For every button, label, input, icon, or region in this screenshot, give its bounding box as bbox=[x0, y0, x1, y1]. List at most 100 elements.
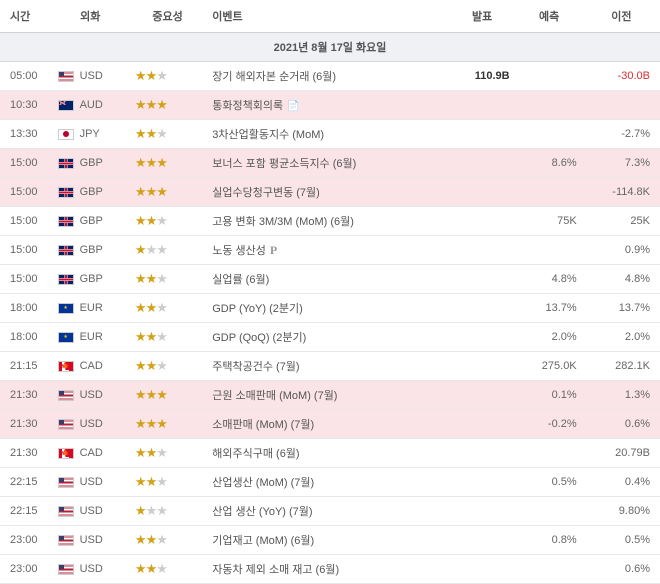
star-icon: ★ bbox=[156, 68, 167, 83]
table-row[interactable]: 22:15USD★★★산업 생산 (YoY) (7월)9.80% bbox=[0, 497, 660, 526]
star-icon: ★ bbox=[146, 329, 157, 344]
usd-flag-icon bbox=[58, 477, 74, 488]
cell-event[interactable]: GDP (YoY) (2분기) bbox=[206, 294, 448, 323]
table-row[interactable]: 23:00USD★★★기업재고 (MoM) (6월)0.8%0.5% bbox=[0, 526, 660, 555]
cell-importance: ★★★ bbox=[129, 207, 206, 236]
star-icon: ★ bbox=[146, 68, 157, 83]
cell-forecast bbox=[516, 91, 583, 120]
cell-actual bbox=[449, 526, 516, 555]
cell-forecast: 13.7% bbox=[516, 294, 583, 323]
cell-event[interactable]: 실업률 (6월) bbox=[206, 265, 448, 294]
cell-event[interactable]: 자동차 제외 소매 재고 (6월) bbox=[206, 555, 448, 584]
cell-time: 15:00 bbox=[0, 265, 52, 294]
event-label: 주택착공건수 (7월) bbox=[212, 361, 299, 373]
cell-previous: 0.5% bbox=[583, 526, 660, 555]
star-icon: ★ bbox=[135, 387, 146, 402]
cell-actual: 110.9B bbox=[449, 62, 516, 91]
cell-event[interactable]: GDP (QoQ) (2분기) bbox=[206, 323, 448, 352]
cell-previous: 0.6% bbox=[583, 555, 660, 584]
table-row[interactable]: 15:00GBP★★★고용 변화 3M/3M (MoM) (6월)75K25K bbox=[0, 207, 660, 236]
header-event[interactable]: 이벤트 bbox=[206, 0, 448, 33]
cell-time: 22:15 bbox=[0, 497, 52, 526]
cell-time: 15:00 bbox=[0, 207, 52, 236]
cell-importance: ★★★ bbox=[129, 352, 206, 381]
table-row[interactable]: 18:00EUR★★★GDP (YoY) (2분기)13.7%13.7% bbox=[0, 294, 660, 323]
cell-actual bbox=[449, 236, 516, 265]
cell-event[interactable]: 보너스 포함 평균소득지수 (6월) bbox=[206, 149, 448, 178]
table-row[interactable]: 13:30JPY★★★3차산업활동지수 (MoM)-2.7% bbox=[0, 120, 660, 149]
currency-code: EUR bbox=[80, 331, 103, 343]
table-row[interactable]: 15:00GBP★★★보너스 포함 평균소득지수 (6월)8.6%7.3% bbox=[0, 149, 660, 178]
cell-forecast: 75K bbox=[516, 207, 583, 236]
cell-event[interactable]: 산업생산 (MoM) (7월) bbox=[206, 468, 448, 497]
usd-flag-icon bbox=[58, 71, 74, 82]
cell-event[interactable]: 주택착공건수 (7월) bbox=[206, 352, 448, 381]
cell-importance: ★★★ bbox=[129, 236, 206, 265]
cell-currency: EUR bbox=[52, 323, 129, 352]
cell-currency: GBP bbox=[52, 265, 129, 294]
cell-event[interactable]: 근원 소매판매 (MoM) (7월) bbox=[206, 381, 448, 410]
table-row[interactable]: 21:30USD★★★소매판매 (MoM) (7월)-0.2%0.6% bbox=[0, 410, 660, 439]
event-label: 소매판매 (MoM) (7월) bbox=[212, 419, 314, 431]
cell-importance: ★★★ bbox=[129, 91, 206, 120]
table-row[interactable]: 15:00GBP★★★실업률 (6월)4.8%4.8% bbox=[0, 265, 660, 294]
cell-previous: 282.1K bbox=[583, 352, 660, 381]
table-row[interactable]: 21:30USD★★★근원 소매판매 (MoM) (7월)0.1%1.3% bbox=[0, 381, 660, 410]
event-label: 노동 생산성 bbox=[212, 245, 266, 257]
header-forecast[interactable]: 예측 bbox=[516, 0, 583, 33]
table-row[interactable]: 21:30CAD★★★해외주식구매 (6월)20.79B bbox=[0, 439, 660, 468]
header-time[interactable]: 시간 bbox=[0, 0, 52, 33]
cell-forecast: -0.2% bbox=[516, 410, 583, 439]
cell-time: 23:00 bbox=[0, 555, 52, 584]
star-icon: ★ bbox=[146, 561, 157, 576]
table-row[interactable]: 15:00GBP★★★노동 생산성P0.9% bbox=[0, 236, 660, 265]
header-importance[interactable]: 중요성 bbox=[129, 0, 206, 33]
table-row[interactable]: 23:00USD★★★자동차 제외 소매 재고 (6월)0.6% bbox=[0, 555, 660, 584]
cell-event[interactable]: 해외주식구매 (6월) bbox=[206, 439, 448, 468]
cell-forecast bbox=[516, 497, 583, 526]
cell-currency: GBP bbox=[52, 178, 129, 207]
cell-event[interactable]: 노동 생산성P bbox=[206, 236, 448, 265]
event-label: GDP (QoQ) (2분기) bbox=[212, 332, 306, 344]
star-icon: ★ bbox=[156, 184, 167, 199]
cell-actual bbox=[449, 294, 516, 323]
cell-event[interactable]: 실업수당청구변동 (7월) bbox=[206, 178, 448, 207]
table-row[interactable]: 15:00GBP★★★실업수당청구변동 (7월)-114.8K bbox=[0, 178, 660, 207]
cell-time: 21:30 bbox=[0, 439, 52, 468]
currency-code: GBP bbox=[80, 186, 103, 198]
eur-flag-icon bbox=[58, 303, 74, 314]
cell-event[interactable]: 산업 생산 (YoY) (7월) bbox=[206, 497, 448, 526]
cell-importance: ★★★ bbox=[129, 149, 206, 178]
event-label: 산업생산 (MoM) (7월) bbox=[212, 477, 314, 489]
cell-importance: ★★★ bbox=[129, 497, 206, 526]
usd-flag-icon bbox=[58, 535, 74, 546]
date-row: 2021년 8월 17일 화요일 bbox=[0, 33, 660, 62]
usd-flag-icon bbox=[58, 419, 74, 430]
table-row[interactable]: 22:15USD★★★산업생산 (MoM) (7월)0.5%0.4% bbox=[0, 468, 660, 497]
cell-currency: JPY bbox=[52, 120, 129, 149]
cad-flag-icon bbox=[58, 361, 74, 372]
table-row[interactable]: 21:15CAD★★★주택착공건수 (7월)275.0K282.1K bbox=[0, 352, 660, 381]
header-actual[interactable]: 발표 bbox=[449, 0, 516, 33]
document-icon: 📄 bbox=[287, 101, 299, 112]
cell-currency: USD bbox=[52, 62, 129, 91]
cell-event[interactable]: 3차산업활동지수 (MoM) bbox=[206, 120, 448, 149]
cell-event[interactable]: 고용 변화 3M/3M (MoM) (6월) bbox=[206, 207, 448, 236]
usd-flag-icon bbox=[58, 506, 74, 517]
table-row[interactable]: 05:00USD★★★장기 해외자본 순거래 (6월)110.9B-30.0B bbox=[0, 62, 660, 91]
cell-event[interactable]: 기업재고 (MoM) (6월) bbox=[206, 526, 448, 555]
cell-event[interactable]: 통화정책회의록📄 bbox=[206, 91, 448, 120]
cell-event[interactable]: 장기 해외자본 순거래 (6월) bbox=[206, 62, 448, 91]
event-label: 3차산업활동지수 (MoM) bbox=[212, 129, 324, 141]
currency-code: EUR bbox=[80, 302, 103, 314]
header-currency[interactable]: 외화 bbox=[52, 0, 129, 33]
header-previous[interactable]: 이전 bbox=[583, 0, 660, 33]
event-label: 실업수당청구변동 (7월) bbox=[212, 187, 320, 199]
table-row[interactable]: 18:00EUR★★★GDP (QoQ) (2분기)2.0%2.0% bbox=[0, 323, 660, 352]
table-row[interactable]: 10:30AUD★★★통화정책회의록📄 bbox=[0, 91, 660, 120]
cell-currency: GBP bbox=[52, 236, 129, 265]
star-icon: ★ bbox=[156, 387, 167, 402]
cell-event[interactable]: 소매판매 (MoM) (7월) bbox=[206, 410, 448, 439]
star-icon: ★ bbox=[146, 155, 157, 170]
cell-time: 18:00 bbox=[0, 294, 52, 323]
